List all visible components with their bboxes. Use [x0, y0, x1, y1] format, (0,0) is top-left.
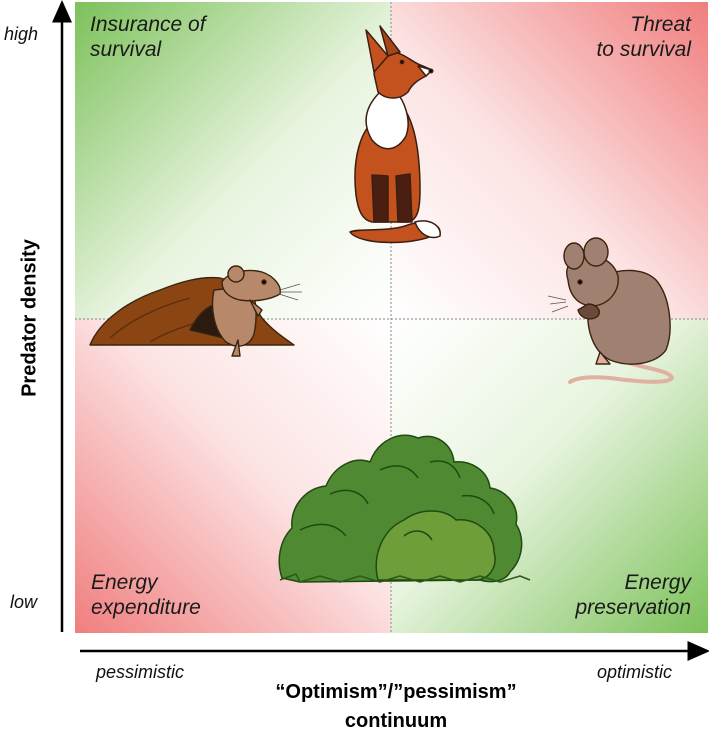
fox-illustration: [349, 25, 441, 244]
quadrant-top-right: [391, 2, 708, 319]
quadrant-label-line: expenditure: [91, 596, 201, 619]
quadrant-label-line: Energy: [91, 571, 158, 594]
quadrant-label-bottom-left: Energy expenditure: [91, 570, 201, 620]
quadrant-label-top-left: Insurance of survival: [90, 12, 206, 62]
quadrant-label-top-right: Threat to survival: [596, 12, 691, 62]
x-axis-left-label: pessimistic: [96, 662, 185, 682]
x-axis-right-label: optimistic: [597, 662, 673, 682]
vole-in-burrow-illustration: [89, 265, 302, 357]
x-axis-title-line2: continuum: [344, 710, 448, 732]
mouse-eating-illustration: [547, 237, 674, 384]
x-axis-title: “Optimism”/”pessimism” continuum: [186, 678, 606, 736]
quadrant-label-line: to survival: [596, 38, 691, 61]
quadrant-label-line: preservation: [575, 596, 691, 619]
x-axis-title-line1: “Optimism”/”pessimism”: [275, 681, 517, 703]
y-axis-low-label: low: [10, 592, 38, 612]
y-axis-high-label: high: [4, 24, 39, 44]
y-axis-title: Predator density: [18, 239, 41, 397]
quadrant-label-line: Threat: [630, 13, 691, 36]
quadrant-label-bottom-right: Energy preservation: [575, 570, 691, 620]
bush-illustration: [278, 434, 531, 583]
quadrant-label-line: survival: [90, 38, 162, 61]
quadrant-label-line: Energy: [624, 571, 691, 594]
quadrant-label-line: Insurance of: [90, 13, 206, 36]
